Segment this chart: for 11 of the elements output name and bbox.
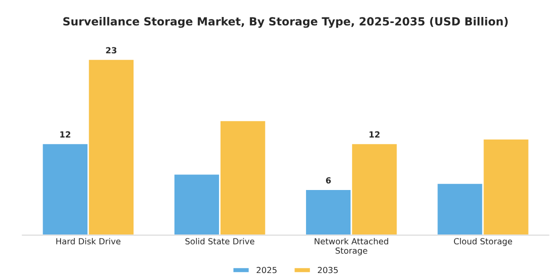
legend-label: 2035 [318, 266, 338, 274]
x-tick-label: Network Attached Storage [314, 238, 388, 256]
x-tick-label: Hard Disk Drive [56, 238, 120, 244]
chart-title: Surveillance Storage Market, By Storage Type, 2025-2035 (USD Billion) [63, 16, 508, 28]
legend-label: 2025 [256, 266, 277, 274]
x-tick-label: Cloud Storage [454, 238, 512, 246]
data-label: 12 [370, 131, 380, 138]
x-tick-label: Solid State Drive [185, 238, 254, 244]
data-label: 23 [106, 47, 116, 54]
data-label: 12 [60, 131, 70, 138]
data-label: 6 [326, 177, 331, 184]
